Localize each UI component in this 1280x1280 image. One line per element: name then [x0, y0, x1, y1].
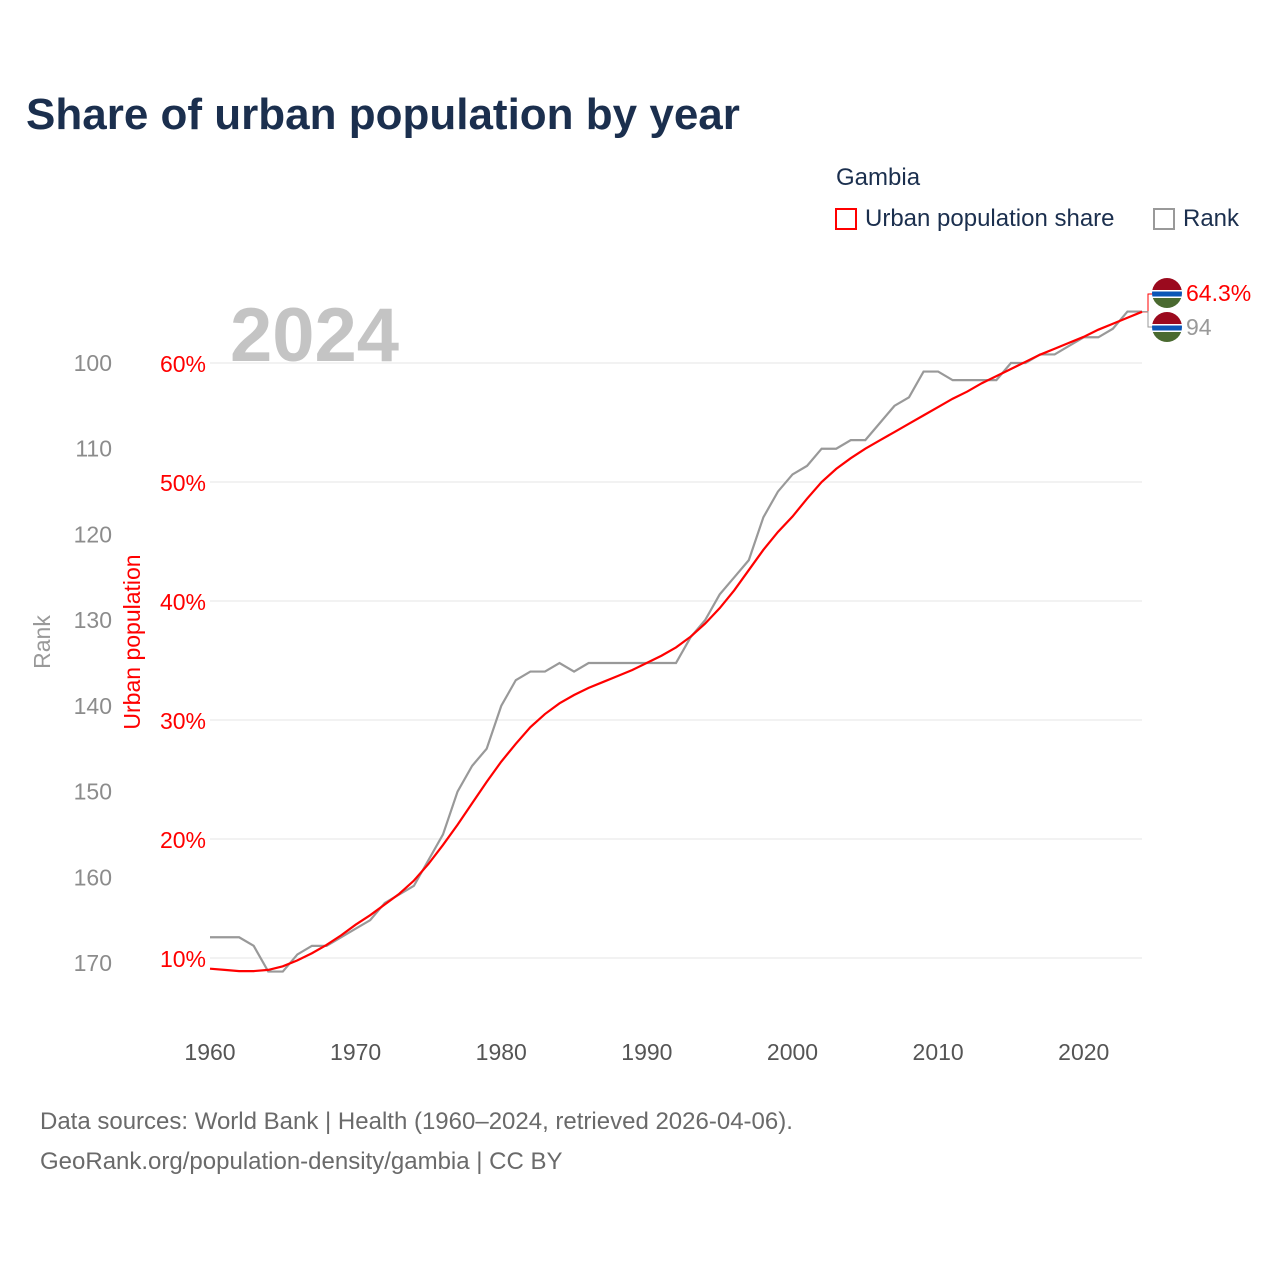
legend-swatch-urban: [835, 208, 857, 230]
footer-source: Data sources: World Bank | Health (1960–…: [40, 1108, 793, 1135]
rank-line: [210, 310, 1142, 973]
y-tick-share: 10%: [160, 946, 206, 972]
y-tick-share: 60%: [160, 351, 206, 377]
y-tick-share: 30%: [160, 708, 206, 734]
y-axis-label-share: Urban population: [119, 554, 145, 729]
legend-title: Gambia: [836, 164, 921, 191]
end-label-rank: 94: [1186, 314, 1212, 340]
legend-label: Urban population share: [865, 205, 1115, 232]
connector-rank: [1142, 311, 1154, 328]
x-tick: 2020: [1058, 1039, 1109, 1065]
connector-urban: [1142, 293, 1154, 313]
y-tick-share: 20%: [160, 827, 206, 853]
urban-share-line: [209, 310, 1143, 973]
y-tick-share: 40%: [160, 589, 206, 615]
footer-link[interactable]: GeoRank.org/population-density/gambia | …: [40, 1148, 563, 1175]
x-tick: 2000: [767, 1039, 818, 1065]
y-tick-rank: 120: [74, 521, 112, 547]
legend-swatch-rank: [1153, 208, 1175, 230]
flag-icon-rank: [1152, 312, 1182, 342]
y-tick-rank: 160: [74, 864, 112, 890]
legend-item-urban[interactable]: Urban population share: [835, 205, 1115, 233]
x-tick: 1980: [476, 1039, 527, 1065]
y-tick-rank: 170: [74, 950, 112, 976]
x-tick: 1970: [330, 1039, 381, 1065]
year-label: 2024: [230, 293, 400, 378]
end-label-urban: 64.3%: [1186, 280, 1251, 306]
legend-label: Rank: [1183, 205, 1240, 232]
x-tick: 2010: [913, 1039, 964, 1065]
y-tick-rank: 100: [74, 350, 112, 376]
x-tick: 1960: [184, 1039, 235, 1065]
legend-item-rank[interactable]: Rank: [1153, 205, 1239, 233]
flag-icon-urban: [1152, 278, 1182, 308]
y-tick-rank: 130: [74, 607, 112, 633]
y-tick-share: 50%: [160, 470, 206, 496]
y-tick-rank: 110: [75, 436, 112, 462]
y-tick-rank: 140: [74, 693, 112, 719]
y-axis-label-rank: Rank: [29, 615, 55, 669]
x-tick: 1990: [621, 1039, 672, 1065]
y-tick-rank: 150: [74, 779, 112, 805]
chart-title: Share of urban population by year: [26, 90, 740, 139]
